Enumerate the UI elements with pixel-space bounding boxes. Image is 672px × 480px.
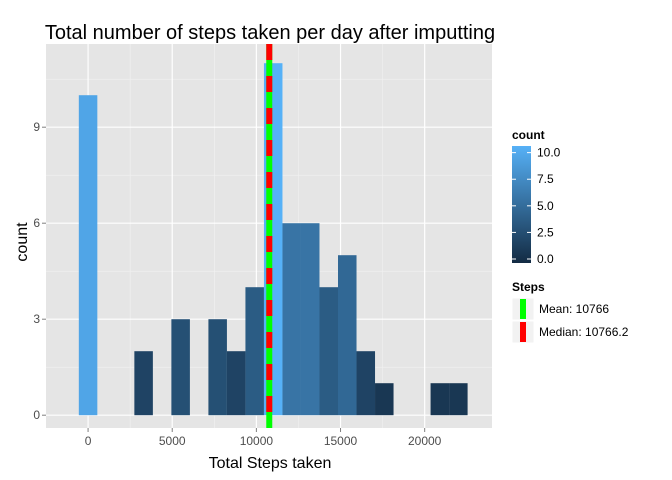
y-axis-title: count: [14, 222, 31, 262]
colorbar-label: 7.5: [537, 172, 554, 186]
y-tick-label: 0: [33, 408, 40, 422]
histogram-bar: [171, 319, 190, 416]
histogram-bar: [375, 383, 394, 416]
fill-colorbar: [512, 146, 531, 263]
histogram-bar: [226, 351, 246, 416]
x-tick-label: 15000: [324, 434, 358, 448]
histogram-bar: [300, 223, 320, 416]
x-tick-label: 0: [85, 434, 92, 448]
y-tick-label: 3: [33, 312, 40, 326]
colorbar-label: 0.0: [537, 252, 554, 266]
histogram-bar: [319, 287, 339, 416]
steps-legend: Steps Mean: 10766 Median: 10766.2: [511, 280, 629, 344]
colorbar-ticks: 0.0 2.5 5.0 7.5 10.0: [512, 146, 561, 266]
x-tick-label: 20000: [408, 434, 442, 448]
steps-legend-title: Steps: [512, 280, 545, 294]
histogram-bar: [134, 351, 153, 416]
x-axis-ticks: 0 5000 10000 15000 20000: [85, 428, 442, 448]
y-tick-label: 9: [33, 120, 40, 134]
histogram-bar: [338, 255, 357, 416]
x-tick-label: 10000: [240, 434, 274, 448]
histogram-bar: [208, 319, 227, 416]
histogram-bar: [449, 383, 468, 416]
histogram-bar: [78, 95, 98, 416]
histogram-bar: [245, 287, 264, 416]
x-tick-label: 5000: [159, 434, 186, 448]
colorbar-label: 5.0: [537, 199, 554, 213]
chart-title: Total number of steps taken per day afte…: [45, 22, 495, 44]
x-axis-title: Total Steps taken: [209, 455, 332, 472]
y-tick-label: 6: [33, 216, 40, 230]
colorbar-label: 10.0: [537, 146, 561, 160]
histogram-bar: [282, 223, 301, 416]
legend-key-label: Median: 10766.2: [539, 325, 629, 339]
fill-legend-title: count: [512, 128, 545, 142]
steps-legend-keys: Mean: 10766 Median: 10766.2: [511, 297, 629, 344]
histogram-bar: [356, 351, 376, 416]
y-axis-ticks: 0 3 6 9: [33, 120, 46, 422]
legend-key-label: Mean: 10766: [539, 302, 609, 316]
colorbar-label: 2.5: [537, 225, 554, 239]
histogram-bar: [430, 383, 450, 416]
fill-legend: count 0.0 2.5 5.0 7.5 10.0: [512, 128, 561, 266]
